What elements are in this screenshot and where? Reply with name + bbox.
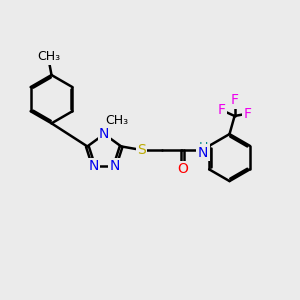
Text: H: H — [198, 141, 208, 154]
Text: N: N — [99, 127, 110, 141]
Text: F: F — [217, 103, 225, 117]
Text: F: F — [244, 106, 252, 121]
Text: N: N — [88, 159, 99, 173]
Text: CH₃: CH₃ — [105, 114, 128, 127]
Text: O: O — [177, 162, 188, 176]
Text: CH₃: CH₃ — [37, 50, 60, 63]
Text: N: N — [198, 146, 208, 160]
Text: N: N — [110, 159, 120, 173]
Text: F: F — [231, 93, 239, 107]
Text: S: S — [137, 143, 146, 157]
